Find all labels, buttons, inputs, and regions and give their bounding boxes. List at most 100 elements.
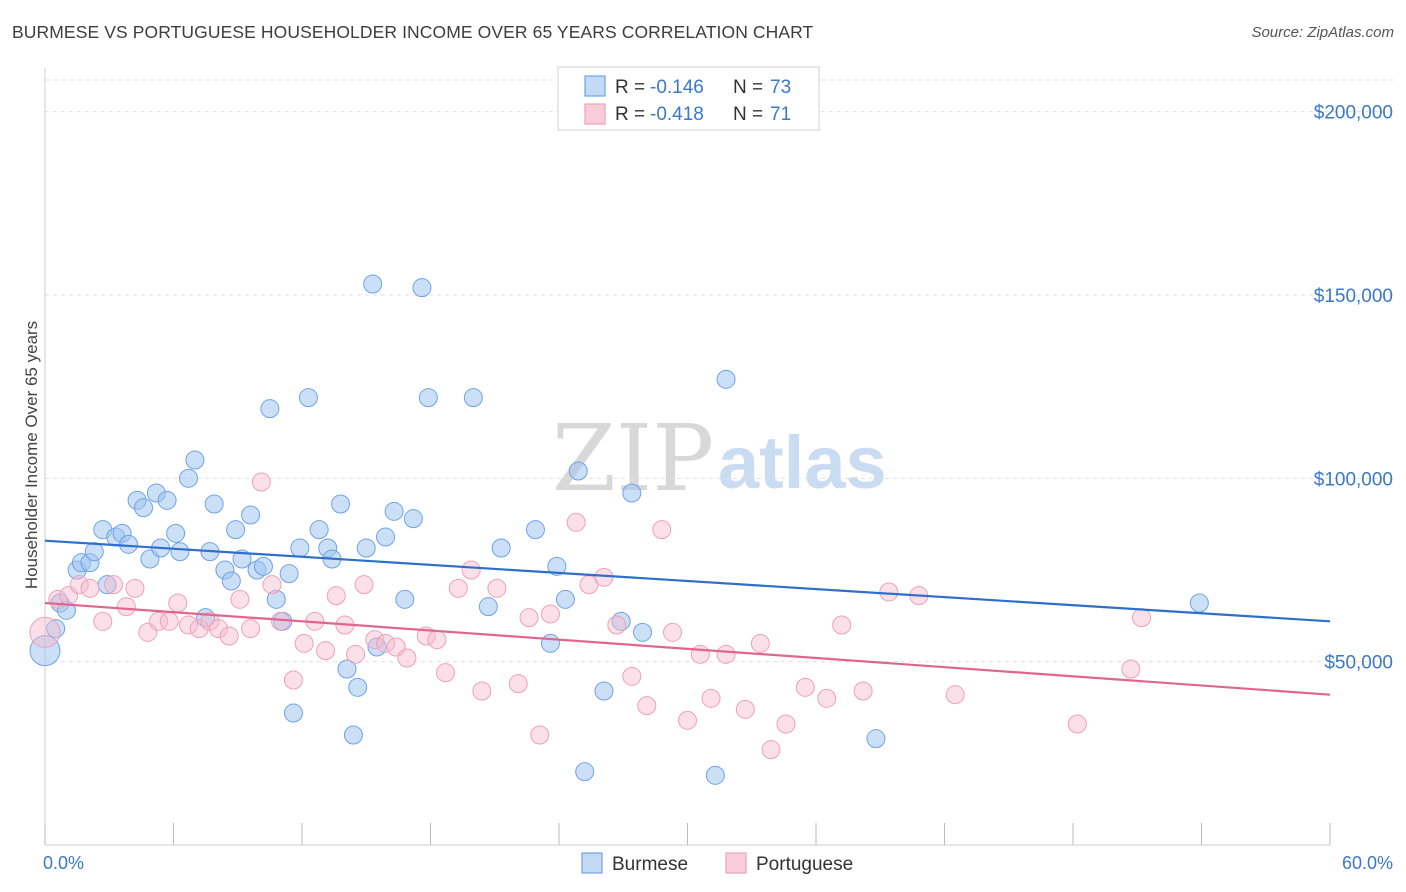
tick-labels: $50,000 $100,000 $150,000 $200,000 0.0% 60.0% <box>43 103 1393 873</box>
portuguese-point <box>701 688 721 708</box>
axes <box>44 68 1331 846</box>
portuguese-point <box>795 677 815 697</box>
portuguese-point <box>508 674 528 694</box>
burmese-point <box>166 523 186 543</box>
portuguese-point <box>716 644 736 664</box>
portuguese-point <box>1067 714 1087 734</box>
portuguese-point <box>427 630 447 650</box>
y-tick-label: $100,000 <box>1314 469 1393 490</box>
portuguese-point <box>637 696 657 716</box>
portuguese-point <box>448 578 468 598</box>
portuguese-trend-line <box>44 601 1331 696</box>
bottom-legend-swatch-burmese <box>581 852 603 874</box>
portuguese-point <box>832 615 852 635</box>
portuguese-point <box>251 472 271 492</box>
burmese-point <box>540 633 560 653</box>
burmese-point <box>555 589 575 609</box>
portuguese-point <box>594 567 614 587</box>
portuguese-point <box>397 648 417 668</box>
portuguese-point <box>294 633 314 653</box>
bottom-legend-swatch-portuguese <box>725 852 747 874</box>
burmese-point <box>241 505 261 525</box>
burmese-points <box>29 274 1209 785</box>
x-tick-label-max: 60.0% <box>1342 853 1393 873</box>
trend-lines <box>44 539 1331 696</box>
burmese-point <box>463 388 483 408</box>
portuguese-points <box>29 472 1152 760</box>
burmese-point <box>170 542 190 562</box>
burmese-point <box>403 509 423 529</box>
burmese-point <box>119 534 139 554</box>
burmese-point <box>363 274 383 294</box>
portuguese-point <box>487 578 507 598</box>
y-tick-label: $200,000 <box>1314 103 1393 124</box>
burmese-point <box>478 597 498 617</box>
portuguese-point <box>149 611 169 631</box>
portuguese-point <box>1132 608 1152 628</box>
portuguese-point <box>230 589 250 609</box>
portuguese-point <box>178 615 198 635</box>
portuguese-point <box>69 575 89 595</box>
burmese-point <box>568 461 588 481</box>
burmese-point <box>29 635 61 667</box>
portuguese-point <box>29 616 61 648</box>
portuguese-point <box>1121 659 1141 679</box>
source-label: Source: ZipAtlas.com <box>1251 24 1394 41</box>
portuguese-point <box>678 710 697 730</box>
portuguese-point <box>566 512 586 532</box>
legend-n-value-burmese: 73 <box>770 77 791 98</box>
portuguese-point <box>690 644 710 664</box>
bottom-legend-burmese: Burmese <box>612 854 688 875</box>
burmese-point <box>260 399 280 419</box>
portuguese-point <box>283 670 303 690</box>
portuguese-point <box>750 633 770 653</box>
burmese-point <box>226 520 246 540</box>
burmese-point <box>384 501 404 521</box>
burmese-point <box>185 450 205 470</box>
portuguese-point <box>945 685 965 705</box>
portuguese-point <box>219 626 239 646</box>
burmese-point <box>309 520 329 540</box>
y-tick-label: $50,000 <box>1324 653 1393 674</box>
portuguese-point <box>326 586 346 606</box>
burmese-point <box>157 490 177 510</box>
portuguese-point <box>817 688 837 708</box>
legend-swatch-portuguese <box>584 103 606 125</box>
burmese-point <box>266 589 286 609</box>
burmese-point <box>232 549 252 569</box>
portuguese-point <box>376 633 396 653</box>
portuguese-point <box>125 578 145 598</box>
burmese-point <box>866 729 886 749</box>
burmese-point <box>253 556 273 576</box>
portuguese-point <box>80 578 100 598</box>
burmese-point <box>575 762 595 782</box>
burmese-point <box>134 498 154 518</box>
portuguese-point <box>761 740 781 760</box>
portuguese-point <box>879 582 899 602</box>
portuguese-point <box>104 575 124 595</box>
portuguese-point <box>365 630 385 650</box>
burmese-point <box>283 703 303 723</box>
portuguese-point <box>853 681 873 701</box>
portuguese-point <box>663 622 683 642</box>
portuguese-point <box>316 641 336 661</box>
portuguese-point <box>262 575 282 595</box>
grid-lines <box>45 79 1395 663</box>
burmese-point <box>279 564 299 584</box>
burmese-point <box>412 278 432 298</box>
burmese-point <box>376 527 396 547</box>
portuguese-point <box>159 611 179 631</box>
portuguese-point <box>652 520 672 540</box>
series-legend: Burmese Portuguese <box>581 852 853 875</box>
portuguese-point <box>168 593 188 613</box>
portuguese-point <box>208 619 228 639</box>
portuguese-point <box>472 681 492 701</box>
bottom-legend-portuguese: Portuguese <box>756 854 853 875</box>
burmese-point <box>298 388 318 408</box>
burmese-point <box>716 369 736 389</box>
burmese-point <box>331 494 351 514</box>
legend-swatch-burmese <box>584 75 606 97</box>
portuguese-point <box>354 575 374 595</box>
burmese-point <box>622 483 642 503</box>
